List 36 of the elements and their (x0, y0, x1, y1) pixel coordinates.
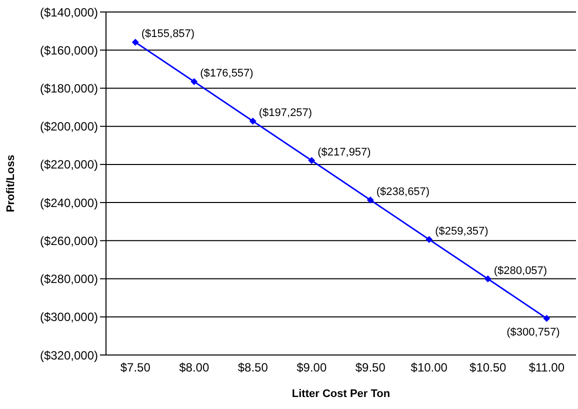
point (366, 196, 374, 204)
x-tick-label: $9.50 (355, 360, 386, 375)
data-label: ($259,357) (435, 225, 488, 238)
y-tick-label: ($200,000) (40, 120, 98, 134)
point (426, 236, 433, 243)
y-tick-label: ($280,000) (40, 272, 98, 286)
data-label: ($300,757) (506, 326, 560, 338)
x-tick-label: $10.50 (470, 360, 507, 375)
x-tick-label: $8.00 (179, 360, 210, 375)
data-label: ($238,657) (376, 186, 430, 198)
x-tick-label: $7.50 (120, 360, 151, 375)
x-tick-label: $9.00 (296, 360, 327, 375)
point (249, 118, 256, 125)
data-label: ($280,057) (494, 264, 548, 277)
x-axis-title: Litter Cost Per Ton (292, 388, 390, 400)
point (543, 314, 550, 322)
y-tick-label: ($180,000) (40, 81, 98, 96)
y-tick-label: ($140,000) (40, 5, 98, 20)
x-tick-label: $11.00 (528, 360, 565, 375)
x-tick-label: $10.00 (410, 360, 448, 375)
x-tick-label: $8.50 (238, 360, 268, 375)
data-label: ($176,557) (200, 68, 254, 80)
point (308, 157, 316, 164)
y-tick-label: ($260,000) (40, 234, 98, 248)
data-label: ($197,257) (258, 107, 312, 120)
data-label: ($155,857) (141, 28, 195, 40)
point (484, 275, 492, 282)
point (190, 78, 198, 86)
y-tick-label: ($320,000) (40, 348, 98, 362)
data-label: ($217,957) (318, 146, 371, 159)
y-tick-label: ($300,000) (40, 310, 98, 324)
point (132, 38, 139, 46)
y-axis-title: Profit/Loss (4, 154, 17, 212)
y-tick-label: ($220,000) (40, 158, 98, 172)
y-tick-label: ($240,000) (40, 196, 98, 210)
y-tick-label: ($160,000) (40, 43, 98, 58)
